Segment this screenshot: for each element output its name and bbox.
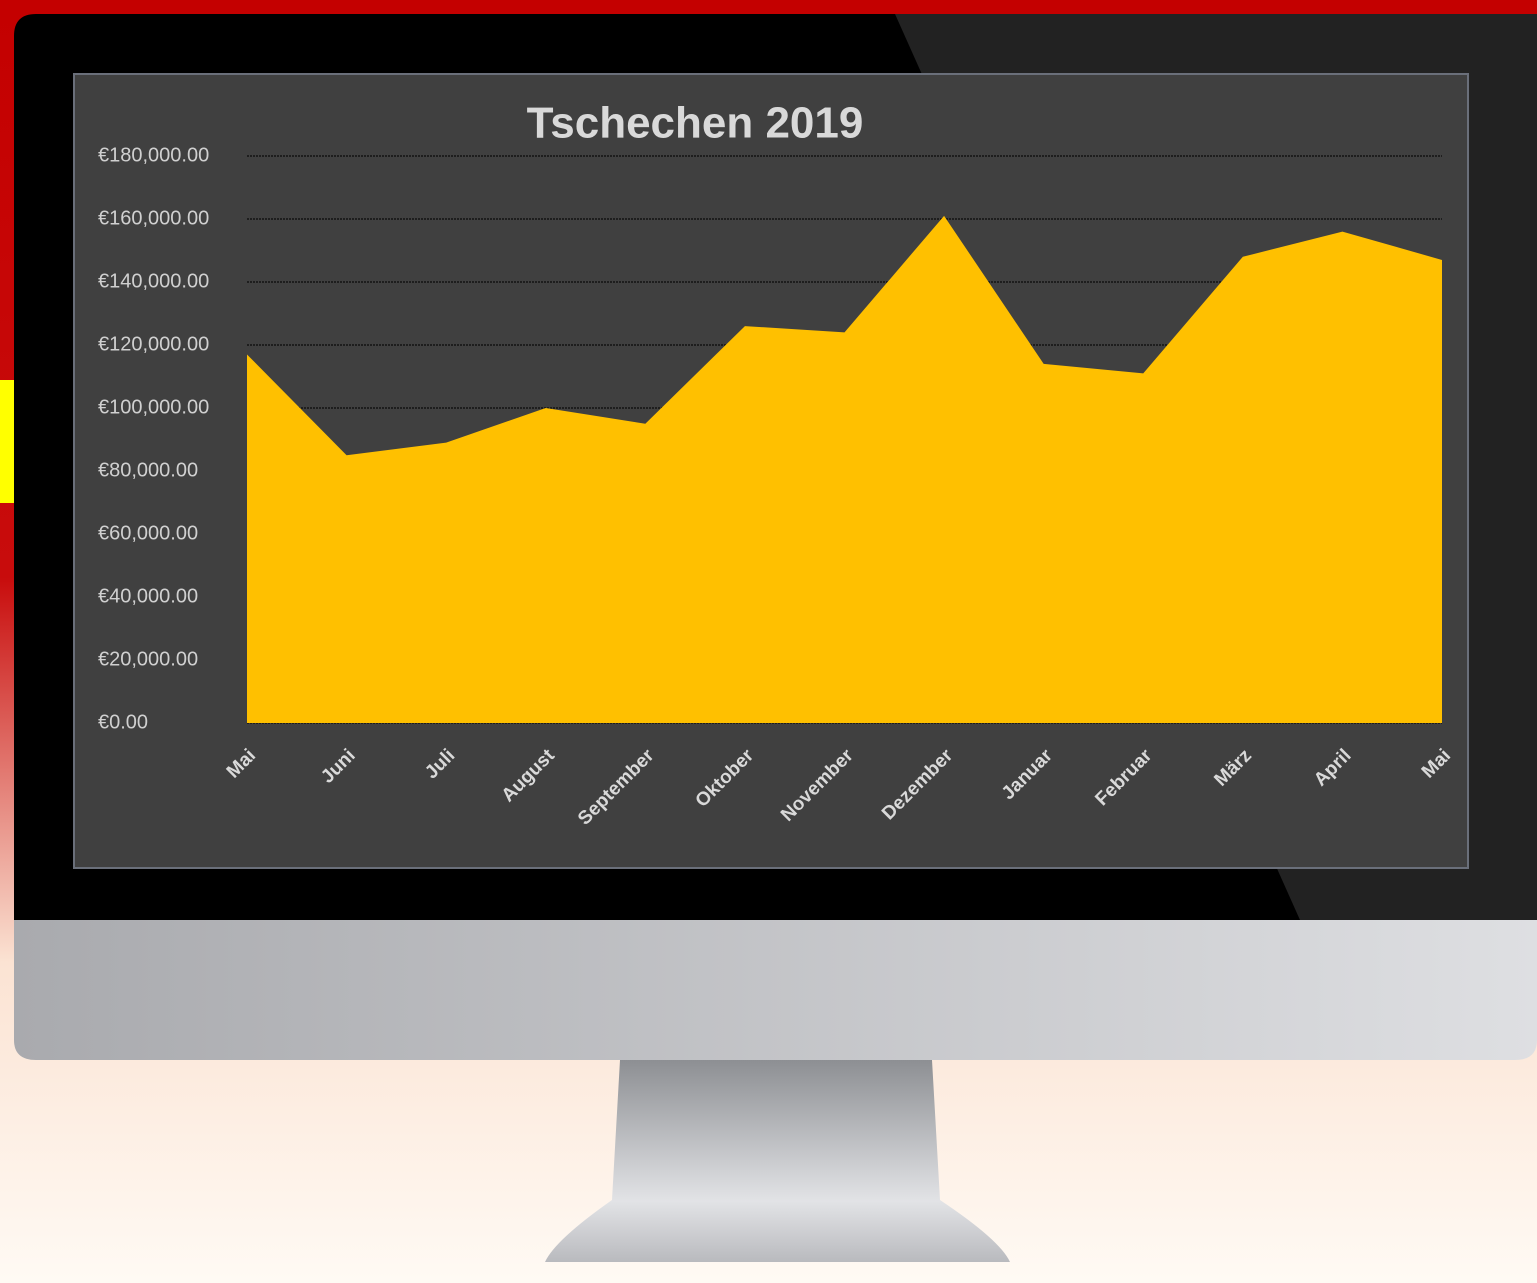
y-tick-label: €60,000.00 (98, 522, 198, 544)
y-tick-label: €160,000.00 (98, 207, 209, 229)
y-tick-label: €100,000.00 (98, 396, 209, 418)
y-tick-label: €20,000.00 (98, 648, 198, 670)
monitor-chin (14, 920, 1537, 1060)
y-tick-label: €40,000.00 (98, 585, 198, 607)
y-tick-label: €180,000.00 (98, 144, 209, 166)
y-tick-label: €140,000.00 (98, 270, 209, 292)
screen: Tschechen 2019 €0.00 €20,000.00 €40,000.00… (0, 0, 1537, 1283)
y-tick-label: €80,000.00 (98, 459, 198, 481)
y-tick-label: €0.00 (98, 711, 148, 733)
chart-title: Tschechen 2019 (527, 99, 864, 148)
y-tick-label: €120,000.00 (98, 333, 209, 355)
